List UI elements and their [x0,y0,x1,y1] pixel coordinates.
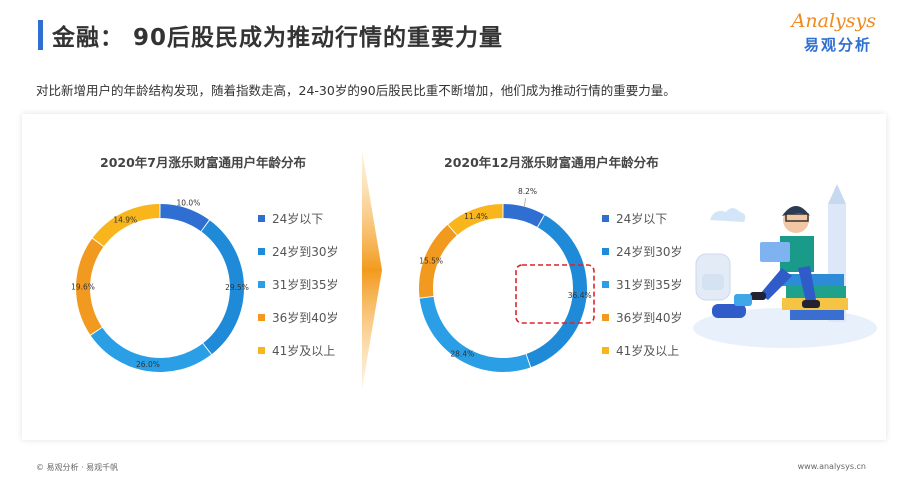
chart2-highlight-box [515,264,595,324]
chart1-legend-label-0: 24岁以下 [272,212,324,226]
chart1-donut: 10.0% 29.5% 26.0% 19.6% 14.9% [71,199,249,372]
chart2-legend-item-1: 24岁到30岁 [602,235,683,268]
chart-panel [22,114,886,440]
chart1-legend-item-0: 24岁以下 [258,202,339,235]
chart1-legend-label-2: 31岁到35岁 [272,278,339,292]
transition-arrow-icon [362,150,382,390]
chart2-label-3: 15.5% [419,256,443,265]
chart2-legend-swatch-1 [602,248,609,255]
chart1-legend-swatch-4 [258,347,265,354]
chart2-legend-swatch-4 [602,347,609,354]
student-figure [750,206,820,308]
chart2-legend-item-3: 36岁到40岁 [602,301,683,334]
chart2-legend-label-2: 31岁到35岁 [616,278,683,292]
chart2-legend-label-1: 24岁到30岁 [616,245,683,259]
page-title: 金融： 90后股民成为推动行情的重要力量 [52,25,504,51]
chart2-legend-item-0: 24岁以下 [602,202,683,235]
backpack-icon [695,253,731,301]
chart1-label-2: 26.0% [136,360,160,369]
chart2-legend-swatch-2 [602,281,609,288]
chart1-legend-item-2: 31岁到35岁 [258,268,339,301]
chart1-slice-3 [76,238,104,335]
chart1-label-4: 14.9% [113,215,137,224]
chart1-legend-label-1: 24岁到30岁 [272,245,339,259]
chart1-legend-label-3: 36岁到40岁 [272,311,339,325]
chart1-label-3: 19.6% [71,283,95,292]
chart2-legend-label-4: 41岁及以上 [616,344,680,358]
chart2-title: 2020年12月涨乐财富通用户年龄分布 [444,155,659,170]
chart1-slice-4 [92,204,160,247]
chart1-legend-swatch-1 [258,248,265,255]
chart1-legend-item-3: 36岁到40岁 [258,301,339,334]
chart1-legend-swatch-3 [258,314,265,321]
chart2-slice-2 [419,296,531,372]
chart2-label-4: 11.4% [464,212,488,221]
chart1-slice-0 [160,204,209,232]
analysys-logo: Analysys 易观分析 [766,10,876,58]
chart2-legend-swatch-3 [602,314,609,321]
chart2-slice-1 [526,215,587,368]
chart2-legend-item-4: 41岁及以上 [602,334,683,367]
logo-text-cn: 易观分析 [803,36,872,54]
chart1-legend: 24岁以下 24岁到30岁 31岁到35岁 36岁到40岁 41岁及以上 [258,202,339,367]
chart1-legend-label-4: 41岁及以上 [272,344,336,358]
chart1-label-0: 10.0% [177,199,201,208]
chart2-slice-3 [419,225,457,298]
chart2-slice-4 [448,204,503,235]
chart1-legend-item-1: 24岁到30岁 [258,235,339,268]
chart1-slice-1 [201,220,244,355]
logo-text-en: Analysys [791,10,876,32]
chart2-label-1: 36.4% [568,291,592,300]
footer-website: www.analysys.cn [797,462,866,471]
chart2-label-0: 8.2% [518,187,537,196]
chart1-slice-2 [90,327,212,372]
chart1-legend-item-4: 41岁及以上 [258,334,339,367]
chart1-label-1: 29.5% [225,283,249,292]
chart2-legend: 24岁以下 24岁到30岁 31岁到35岁 36岁到40岁 41岁及以上 [602,202,683,367]
student-illustration [693,184,877,348]
chart1-legend-swatch-0 [258,215,265,222]
chart2-legend-label-3: 36岁到40岁 [616,311,683,325]
page-subtitle: 对比新增用户的年龄结构发现，随着指数走高，24-30岁的90后股民比重不断增加，… [36,83,676,98]
chart2-slice-0 [503,204,544,227]
chart2-legend-item-2: 31岁到35岁 [602,268,683,301]
chart1-title: 2020年7月涨乐财富通用户年龄分布 [100,155,306,170]
chart2-leader-line-0 [524,198,526,207]
chart2-legend-swatch-0 [602,215,609,222]
chart2-legend-label-0: 24岁以下 [616,212,668,226]
chart2-donut: 8.2% 36.4% 28.4% 15.5% 11.4% [419,187,595,372]
chart1-legend-swatch-2 [258,281,265,288]
title-accent-bar [38,20,43,50]
chart2-label-2: 28.4% [450,349,474,358]
game-controller-icon [712,294,752,318]
footer-copyright: © 易观分析 · 易观千帆 [36,463,119,472]
